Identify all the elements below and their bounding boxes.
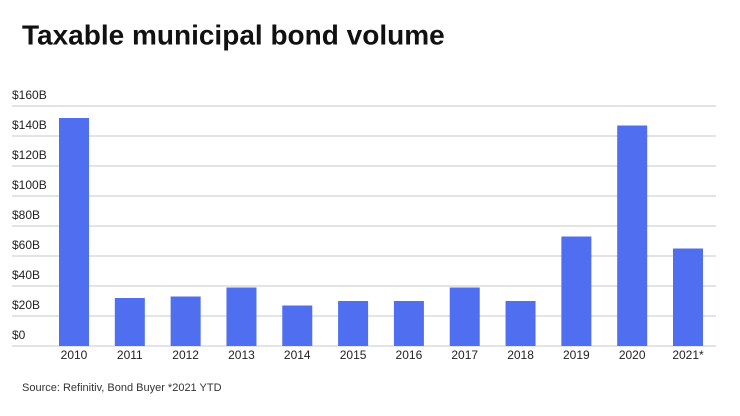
bar	[393, 301, 424, 346]
y-tick-label: $40B	[12, 268, 40, 282]
y-tick-label: $60B	[12, 238, 40, 252]
bar	[226, 287, 257, 346]
y-tick-label: $0	[12, 328, 26, 342]
x-tick-label: 2018	[507, 348, 534, 362]
y-tick-label: $20B	[12, 298, 40, 312]
y-tick-label: $140B	[12, 118, 47, 132]
bar	[505, 301, 536, 346]
bar	[617, 125, 648, 346]
bar	[59, 118, 89, 346]
bar	[282, 305, 313, 346]
bar	[561, 236, 592, 346]
x-tick-label: 2013	[228, 348, 255, 362]
y-tick-label: $120B	[12, 148, 47, 162]
bar	[170, 296, 201, 346]
y-tick-label: $80B	[12, 208, 40, 222]
x-tick-label: 2020	[619, 348, 646, 362]
x-tick-label: 2014	[284, 348, 311, 362]
x-tick-label: 2017	[451, 348, 478, 362]
y-tick-label: $100B	[12, 178, 47, 192]
bar	[449, 287, 480, 346]
x-tick-label: 2010	[61, 348, 88, 362]
x-tick-label: 2012	[172, 348, 199, 362]
y-tick-label: $160B	[12, 88, 47, 102]
source-note: Source: Refinitiv, Bond Buyer *2021 YTD	[22, 382, 222, 394]
x-tick-label: 2019	[563, 348, 590, 362]
chart-title: Taxable municipal bond volume	[22, 19, 445, 50]
bar	[673, 248, 703, 346]
bar	[338, 301, 369, 346]
x-tick-label: 2021*	[672, 348, 704, 362]
x-tick-label: 2015	[340, 348, 367, 362]
bar	[114, 298, 145, 346]
x-tick-label: 2016	[396, 348, 423, 362]
x-tick-label: 2011	[117, 348, 143, 362]
